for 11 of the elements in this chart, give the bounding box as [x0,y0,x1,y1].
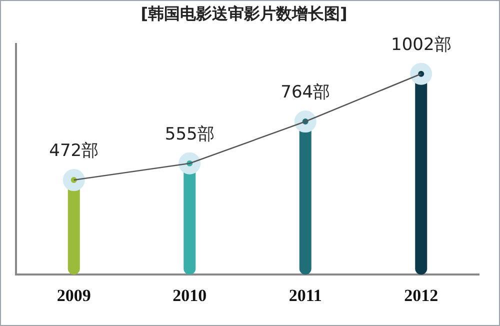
data-label: 472部 [49,140,99,161]
point [62,169,85,192]
data-label: 555部 [164,124,214,144]
data-label: 764部 [280,82,330,102]
x-tick-label: 2010 [172,286,207,306]
data-label: 1002部 [390,34,452,55]
x-tick-label: 2011 [288,286,322,306]
chart-title: [韩国电影送审影片数增长图] [140,4,348,23]
point [410,62,432,85]
x-tick-label: 2009 [56,286,91,306]
x-tick-label: 2012 [404,286,438,306]
